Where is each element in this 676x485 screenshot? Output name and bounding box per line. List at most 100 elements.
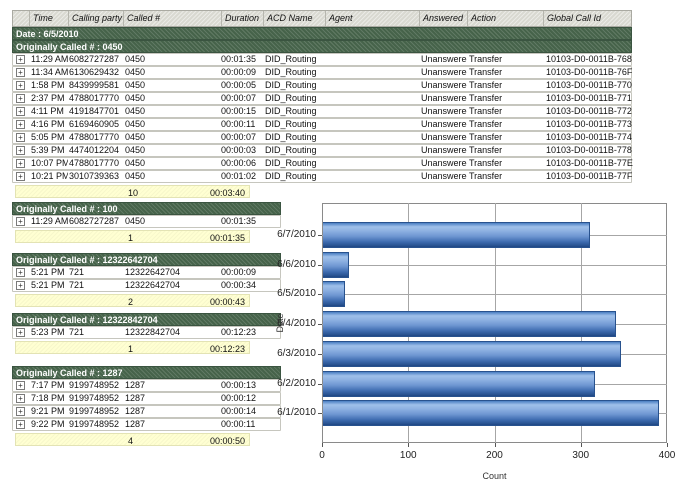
column-header[interactable]: Time bbox=[29, 11, 68, 26]
cell-action: Transfer bbox=[469, 119, 503, 129]
cell-calling-party: 4788017770 bbox=[69, 132, 120, 142]
expand-row-button[interactable]: + bbox=[16, 394, 25, 403]
cell-calling-party: 3010739363 bbox=[69, 171, 120, 181]
cell-calling-party: 4788017770 bbox=[69, 158, 120, 168]
expand-row-button[interactable]: + bbox=[16, 172, 25, 181]
summary-band: 1 00:01:35 bbox=[15, 230, 250, 243]
expand-row-button[interactable]: + bbox=[16, 146, 25, 155]
section-summary: 10 00:03:40 bbox=[12, 185, 632, 199]
expand-row-button[interactable]: + bbox=[16, 268, 25, 277]
cell-calling-party: 9199748952 bbox=[69, 380, 120, 390]
cell-called-number: 12322642704 bbox=[125, 267, 181, 277]
column-header[interactable]: Agent bbox=[325, 11, 419, 26]
table-row: +9:21 PM 9199748952 1287 00:00:14 bbox=[12, 405, 281, 418]
expand-row-button[interactable]: + bbox=[16, 55, 25, 64]
cell-duration: 00:00:12 bbox=[221, 393, 257, 403]
cell-answered: Unanswered bbox=[421, 67, 467, 77]
cell-calling-party: 6082727287 bbox=[69, 216, 120, 226]
column-header[interactable]: ACD Name bbox=[263, 11, 325, 26]
expand-cell: + bbox=[13, 145, 29, 156]
chart-bar bbox=[323, 400, 659, 426]
column-header[interactable]: Duration bbox=[221, 11, 263, 26]
expand-row-button[interactable]: + bbox=[16, 328, 25, 337]
expand-row-button[interactable]: + bbox=[16, 133, 25, 142]
column-header[interactable]: Called # bbox=[123, 11, 221, 26]
cell-global-call-id: 10103-D0-0011B-773 bbox=[546, 119, 632, 129]
x-axis-tick-label: 0 bbox=[319, 450, 325, 461]
cell-global-call-id: 10103-D0-0011B-774 bbox=[546, 132, 632, 142]
y-axis-tick bbox=[318, 294, 322, 295]
cell-global-call-id: 10103-D0-0011B-770 bbox=[546, 80, 632, 90]
cell-action: Transfer bbox=[469, 132, 503, 142]
expand-row-button[interactable]: + bbox=[16, 81, 25, 90]
cell-calling-party: 9199748952 bbox=[69, 419, 120, 429]
cell-time: 11:34 AM bbox=[31, 67, 68, 77]
cell-global-call-id: 10103-D0-0011B-771 bbox=[546, 93, 632, 103]
section-header: Originally Called # : 1287 bbox=[12, 366, 281, 379]
x-axis-tick bbox=[580, 443, 582, 447]
cell-duration: 00:00:15 bbox=[221, 106, 257, 116]
expand-row-button[interactable]: + bbox=[16, 68, 25, 77]
cell-action: Transfer bbox=[469, 80, 503, 90]
y-axis-label: 6/6/2010 bbox=[277, 259, 316, 270]
cell-action: Transfer bbox=[469, 93, 503, 103]
cell-duration: 00:00:13 bbox=[221, 380, 257, 390]
table-row: +11:34 AM 6130629432 0450 00:00:09 DID_Routi… bbox=[12, 66, 632, 79]
cell-calling-party: 8439999581 bbox=[69, 80, 120, 90]
table-row: +7:17 PM 9199748952 1287 00:00:13 bbox=[12, 379, 281, 392]
table-row: +4:11 PM 4191847701 0450 00:00:15 DID_Routin… bbox=[12, 105, 632, 118]
expand-row-button[interactable]: + bbox=[16, 407, 25, 416]
cell-acd-name: DID_Routing bbox=[265, 171, 317, 181]
table-row: +5:21 PM 721 12322642704 00:00:09 bbox=[12, 266, 281, 279]
expand-cell: + bbox=[13, 54, 29, 65]
y-axis-label: 6/4/2010 bbox=[277, 318, 316, 329]
column-header[interactable]: Global Call Id bbox=[543, 11, 633, 26]
y-axis-tick bbox=[318, 265, 322, 266]
cell-called-number: 0450 bbox=[125, 145, 146, 155]
expand-row-button[interactable]: + bbox=[16, 107, 25, 116]
cell-duration: 00:00:09 bbox=[221, 67, 257, 77]
x-axis-tick-label: 300 bbox=[572, 450, 590, 461]
cell-acd-name: DID_Routing bbox=[265, 145, 317, 155]
section-header: Originally Called # : 12322842704 bbox=[12, 313, 281, 326]
cell-calling-party: 721 bbox=[69, 280, 85, 290]
cell-action: Transfer bbox=[469, 158, 503, 168]
cell-time: 5:21 PM bbox=[31, 267, 65, 277]
expand-row-button[interactable]: + bbox=[16, 217, 25, 226]
column-header[interactable]: Answered bbox=[419, 11, 467, 26]
cell-global-call-id: 10103-D0-0011B-77E bbox=[546, 158, 633, 168]
expand-row-button[interactable]: + bbox=[16, 381, 25, 390]
cell-called-number: 12322842704 bbox=[125, 327, 181, 337]
cell-time: 11:29 AM bbox=[31, 216, 68, 226]
summary-call-count: 1 bbox=[128, 344, 134, 354]
cell-time: 5:23 PM bbox=[31, 327, 65, 337]
cell-duration: 00:01:02 bbox=[221, 171, 257, 181]
column-header[interactable]: Calling party # bbox=[68, 11, 123, 26]
column-header[interactable]: Action bbox=[467, 11, 543, 26]
expand-cell: + bbox=[13, 171, 29, 182]
expand-cell: + bbox=[13, 106, 29, 117]
cell-called-number: 1287 bbox=[125, 393, 146, 403]
cell-duration: 00:01:35 bbox=[221, 216, 257, 226]
cell-calling-party: 6169460905 bbox=[69, 119, 120, 129]
cell-time: 10:07 PM bbox=[31, 158, 68, 168]
y-axis-tick bbox=[318, 354, 322, 355]
section-summary: 1 00:12:23 bbox=[12, 341, 281, 355]
expand-row-button[interactable]: + bbox=[16, 94, 25, 103]
expand-cell: + bbox=[13, 327, 29, 338]
expand-row-button[interactable]: + bbox=[16, 420, 25, 429]
chart-bar bbox=[323, 281, 345, 307]
table-row: +11:29 AM 6082727287 0450 00:01:35 DID_Routi… bbox=[12, 53, 632, 66]
expand-row-button[interactable]: + bbox=[16, 281, 25, 290]
table-row: +5:39 PM 4474012204 0450 00:00:03 DID_Routin… bbox=[12, 144, 632, 157]
cell-called-number: 1287 bbox=[125, 380, 146, 390]
cell-calling-party: 721 bbox=[69, 327, 85, 337]
section-header: Originally Called # : 12322642704 bbox=[12, 253, 281, 266]
expand-row-button[interactable]: + bbox=[16, 120, 25, 129]
cell-duration: 00:00:11 bbox=[221, 119, 256, 129]
expand-row-button[interactable]: + bbox=[16, 159, 25, 168]
report-section: Originally Called # : 100 +11:29 AM 608272… bbox=[12, 202, 281, 244]
